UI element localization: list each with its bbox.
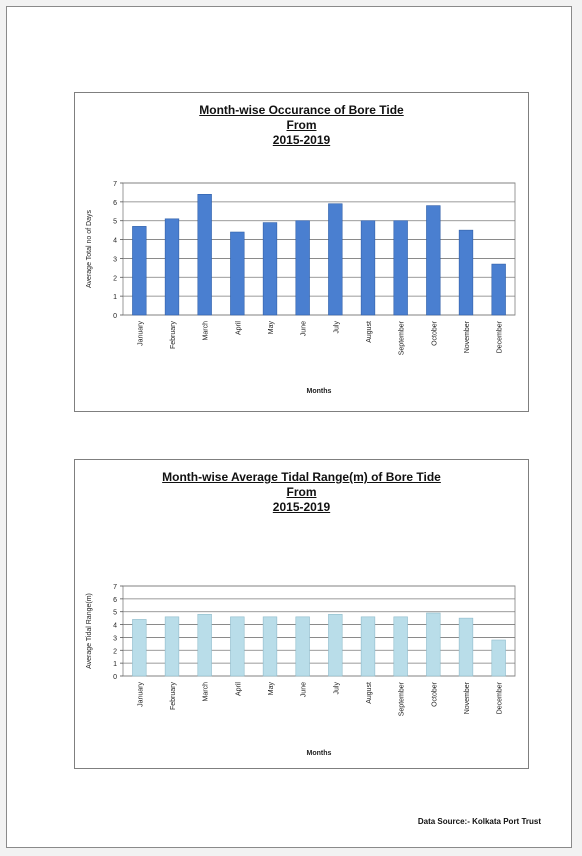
x-tick-label: January xyxy=(137,682,144,707)
x-tick-label: May xyxy=(268,321,275,335)
title-line-2: From xyxy=(286,485,317,499)
bar-february xyxy=(164,616,180,677)
x-tick-label: July xyxy=(333,321,340,334)
bar-january xyxy=(132,226,147,316)
bar-june xyxy=(295,616,310,677)
x-tick-label: December xyxy=(497,320,504,353)
x-tick-label: December xyxy=(497,681,504,714)
title-line-1: Month-wise Occurance of Bore Tide xyxy=(199,103,404,117)
y-tick-label: 4 xyxy=(113,623,117,630)
x-axis-label: Months xyxy=(307,388,332,395)
data-source-note: Data Source:- Kolkata Port Trust xyxy=(417,817,541,826)
bar-august xyxy=(360,616,376,677)
y-tick-label: 7 xyxy=(113,181,117,188)
bar-february xyxy=(164,218,180,316)
x-tick-label: April xyxy=(235,682,242,696)
y-tick-label: 5 xyxy=(113,219,117,226)
x-tick-label: September xyxy=(399,681,406,716)
x-tick-label: November xyxy=(464,681,471,714)
y-tick-label: 6 xyxy=(113,597,117,604)
y-axis-label: Average Tidal Range(m) xyxy=(86,593,93,669)
y-tick-label: 5 xyxy=(113,610,117,617)
x-tick-label: February xyxy=(170,682,177,711)
y-tick-label: 4 xyxy=(113,238,117,245)
y-tick-label: 3 xyxy=(113,256,117,263)
bar-october xyxy=(426,612,441,677)
y-tick-label: 2 xyxy=(113,275,117,282)
y-tick-label: 2 xyxy=(113,648,117,655)
x-tick-label: September xyxy=(399,320,406,355)
x-axis-label: Months xyxy=(307,750,332,757)
chart-title: Month-wise Average Tidal Range(m) of Bor… xyxy=(75,470,528,515)
bar-july xyxy=(328,613,343,677)
y-tick-label: 7 xyxy=(113,584,117,591)
x-tick-label: April xyxy=(235,321,242,335)
x-tick-label: July xyxy=(333,682,340,695)
bar-november xyxy=(458,617,474,677)
x-tick-label: October xyxy=(431,320,438,346)
x-tick-label: February xyxy=(170,321,177,350)
plot-area xyxy=(122,585,516,677)
y-tick-label: 1 xyxy=(113,294,117,301)
title-line-3: 2015-2019 xyxy=(272,500,331,514)
x-tick-label: March xyxy=(203,321,210,341)
bar-march xyxy=(197,194,212,316)
bar-december xyxy=(491,263,506,316)
bar-july xyxy=(328,203,343,316)
bar-april xyxy=(230,231,245,316)
occurrence-chart: Month-wise Occurance of Bore Tide From 2… xyxy=(74,92,529,412)
bar-may xyxy=(262,616,278,677)
bar-september xyxy=(393,220,408,316)
x-tick-label: August xyxy=(366,682,373,704)
bar-august xyxy=(360,220,376,316)
bar-december xyxy=(491,639,506,677)
chart-svg: 0 1 2 3 4 5 6 7 January February March April May June… xyxy=(86,181,516,395)
y-axis-label: Average Total no of Days xyxy=(86,210,93,288)
title-line-3: 2015-2019 xyxy=(272,133,331,147)
bar-september xyxy=(393,616,408,677)
x-tick-label: March xyxy=(203,682,210,702)
y-tick-label: 0 xyxy=(113,313,117,320)
bar-april xyxy=(230,616,245,677)
x-tick-label: May xyxy=(268,682,275,696)
bar-november xyxy=(458,229,474,316)
tidal-range-chart: Month-wise Average Tidal Range(m) of Bor… xyxy=(74,459,529,769)
bar-may xyxy=(262,222,278,316)
bar-january xyxy=(132,619,147,677)
title-line-1: Month-wise Average Tidal Range(m) of Bor… xyxy=(162,470,441,484)
plot-area xyxy=(122,182,516,316)
y-tick-label: 1 xyxy=(113,661,117,668)
bar-march xyxy=(197,613,212,677)
chart-title: Month-wise Occurance of Bore Tide From 2… xyxy=(75,103,528,148)
x-tick-label: August xyxy=(366,321,373,343)
x-tick-label: January xyxy=(137,321,144,346)
y-tick-label: 6 xyxy=(113,200,117,207)
document-page: Month-wise Occurance of Bore Tide From 2… xyxy=(6,6,572,848)
y-tick-label: 3 xyxy=(113,635,117,642)
x-tick-label: June xyxy=(301,682,308,697)
title-line-2: From xyxy=(286,118,317,132)
bar-october xyxy=(426,205,441,316)
x-tick-label: October xyxy=(431,681,438,707)
x-tick-label: November xyxy=(464,320,471,353)
y-tick-label: 0 xyxy=(113,674,117,681)
bar-june xyxy=(295,220,310,316)
chart-svg: 0 1 2 3 4 5 6 7 January February March April May June… xyxy=(86,584,516,757)
x-tick-label: June xyxy=(301,321,308,336)
